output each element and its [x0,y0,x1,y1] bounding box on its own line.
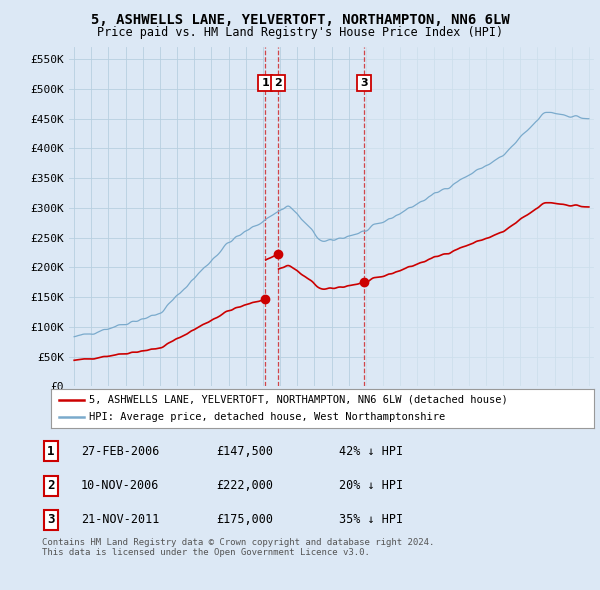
Text: 2: 2 [47,479,55,492]
Text: 21-NOV-2011: 21-NOV-2011 [81,513,160,526]
Bar [265,47,278,386]
Bar [364,47,594,386]
Text: 5, ASHWELLS LANE, YELVERTOFT, NORTHAMPTON, NN6 6LW (detached house): 5, ASHWELLS LANE, YELVERTOFT, NORTHAMPTO… [89,395,508,405]
Text: Price paid vs. HM Land Registry's House Price Index (HPI): Price paid vs. HM Land Registry's House … [97,26,503,39]
Text: 1: 1 [47,445,55,458]
Text: 5, ASHWELLS LANE, YELVERTOFT, NORTHAMPTON, NN6 6LW: 5, ASHWELLS LANE, YELVERTOFT, NORTHAMPTO… [91,13,509,27]
Text: 3: 3 [47,513,55,526]
Text: 2: 2 [274,78,281,88]
Text: 27-FEB-2006: 27-FEB-2006 [81,445,160,458]
Text: HPI: Average price, detached house, West Northamptonshire: HPI: Average price, detached house, West… [89,412,445,422]
Text: 20% ↓ HPI: 20% ↓ HPI [339,479,403,492]
Text: 1: 1 [262,78,269,88]
Text: 35% ↓ HPI: 35% ↓ HPI [339,513,403,526]
Text: £147,500: £147,500 [216,445,273,458]
Text: £175,000: £175,000 [216,513,273,526]
Text: £222,000: £222,000 [216,479,273,492]
Text: 42% ↓ HPI: 42% ↓ HPI [339,445,403,458]
Text: Contains HM Land Registry data © Crown copyright and database right 2024.
This d: Contains HM Land Registry data © Crown c… [42,538,434,558]
Text: 3: 3 [360,78,368,88]
Text: 10-NOV-2006: 10-NOV-2006 [81,479,160,492]
